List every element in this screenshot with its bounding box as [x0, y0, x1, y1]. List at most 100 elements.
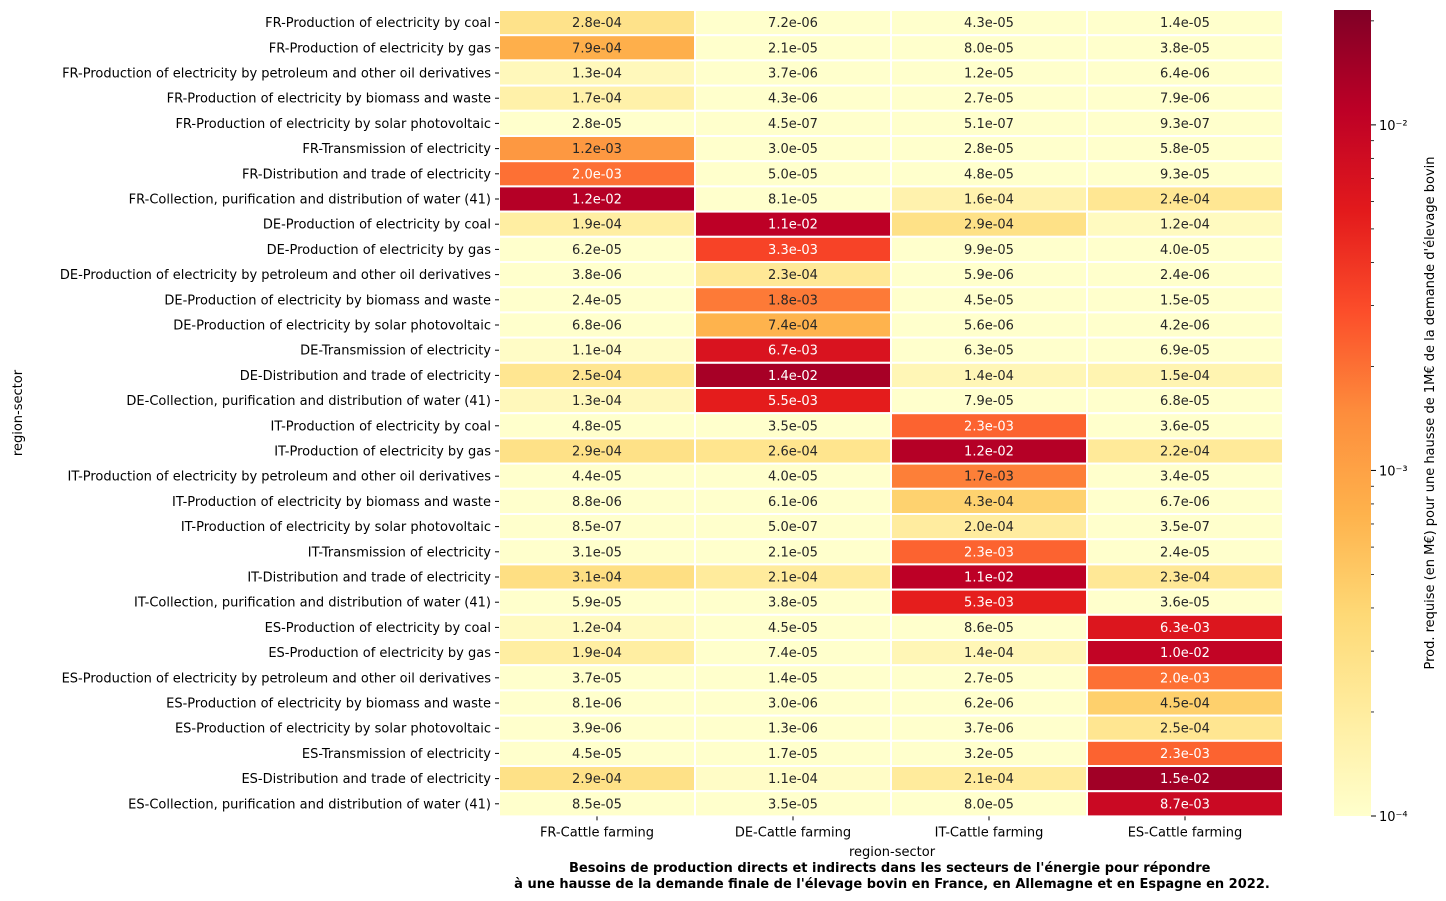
y-tick-label: IT-Production of electricity by coal	[271, 419, 491, 434]
heatmap-cell	[498, 462, 696, 490]
heatmap-cell	[1086, 714, 1284, 742]
heatmap-cell-label: 1.1e-04	[572, 344, 622, 359]
heatmap-cell	[1086, 513, 1284, 541]
heatmap-cell-label: 8.8e-06	[572, 495, 622, 510]
heatmap-cell-label: 2.4e-04	[1160, 193, 1210, 208]
y-tick-label: ES-Production of electricity by biomass …	[166, 697, 491, 712]
heatmap-cell	[890, 336, 1088, 364]
heatmap-cell-label: 1.7e-03	[964, 470, 1014, 485]
heatmap-cell-label: 4.5e-04	[1160, 697, 1210, 712]
y-tick-label: FR-Distribution and trade of electricity	[242, 167, 491, 182]
heatmap-cell-label: 5.3e-03	[964, 596, 1014, 611]
heatmap-cell-label: 2.6e-04	[768, 445, 818, 460]
heatmap-cell-label: 2.7e-05	[964, 671, 1014, 686]
heatmap-cell-label: 5.9e-06	[964, 268, 1014, 283]
heatmap-cell-label: 2.4e-06	[1160, 268, 1210, 283]
heatmap-cell-label: 3.1e-05	[572, 545, 622, 560]
heatmap-cell	[694, 513, 892, 541]
heatmap-cell	[694, 613, 892, 641]
heatmap-cell-label: 2.3e-04	[1160, 571, 1210, 586]
heatmap-cell-label: 9.9e-05	[964, 243, 1014, 258]
heatmap-cell-label: 3.9e-06	[572, 722, 622, 737]
heatmap-cell-label: 2.0e-03	[1160, 671, 1210, 686]
y-tick-label: DE-Transmission of electricity	[300, 344, 491, 359]
heatmap-cell-label: 2.8e-05	[964, 142, 1014, 157]
heatmap-cell-label: 1.9e-04	[572, 218, 622, 233]
heatmap-cell	[890, 160, 1088, 188]
heatmap-cell	[694, 84, 892, 112]
heatmap-cell-label: 3.8e-05	[1160, 41, 1210, 56]
heatmap-cell-label: 1.5e-02	[1160, 772, 1210, 787]
y-tick-label: IT-Production of electricity by gas	[274, 445, 491, 460]
heatmap-cell-label: 8.0e-05	[964, 41, 1014, 56]
heatmap-cell	[694, 412, 892, 440]
x-tick-label: FR-Cattle farming	[540, 825, 654, 840]
heatmap-cell-label: 6.4e-06	[1160, 67, 1210, 82]
heatmap-cell-labels: 2.8e-04 7.2e-06 4.3e-05 1.4e-05 7.9e-04 2.1e-…	[572, 16, 1210, 812]
heatmap-cell-label: 6.7e-06	[1160, 495, 1210, 510]
heatmap-cell	[1086, 487, 1284, 515]
heatmap-cell-label: 4.3e-05	[964, 16, 1014, 31]
heatmap-cell-label: 2.3e-04	[768, 268, 818, 283]
heatmap-cell-label: 1.3e-04	[572, 67, 622, 82]
heatmap-cell-label: 2.3e-03	[964, 545, 1014, 560]
heatmap-cell	[890, 487, 1088, 515]
y-tick-label: IT-Production of electricity by petroleu…	[67, 470, 491, 485]
heatmap-cell-label: 8.5e-07	[572, 520, 622, 535]
heatmap-cell	[1086, 387, 1284, 415]
heatmap-cell	[694, 34, 892, 62]
heatmap-cell	[1086, 462, 1284, 490]
heatmap-cell	[890, 714, 1088, 742]
heatmap-cell-label: 3.5e-05	[768, 419, 818, 434]
heatmap-cell-label: 4.2e-06	[1160, 319, 1210, 334]
heatmap-cell-label: 4.5e-07	[768, 117, 818, 132]
heatmap-cell-label: 2.1e-04	[768, 571, 818, 586]
heatmap-cell	[1086, 538, 1284, 566]
heatmap-cell	[890, 613, 1088, 641]
heatmap-cell-label: 2.0e-04	[964, 520, 1014, 535]
y-tick-label: FR-Production of electricity by coal	[265, 16, 491, 31]
heatmap-cell	[1086, 210, 1284, 238]
x-tick-label: ES-Cattle farming	[1128, 825, 1243, 840]
heatmap-cell	[890, 109, 1088, 138]
heatmap-cell-label: 5.5e-03	[768, 394, 818, 409]
heatmap-cell-label: 1.5e-05	[1160, 293, 1210, 308]
heatmap-cell-label: 2.9e-04	[572, 445, 622, 460]
heatmap-cell	[1086, 109, 1284, 138]
heatmap-cell	[694, 487, 892, 515]
heatmap-cell	[694, 765, 892, 793]
heatmap-cell	[498, 387, 696, 415]
heatmap-cell-label: 1.8e-03	[768, 293, 818, 308]
heatmap-cell	[694, 639, 892, 667]
heatmap-cell-label: 2.3e-03	[1160, 747, 1210, 762]
heatmap-cell-label: 3.4e-05	[1160, 470, 1210, 485]
heatmap-cell	[890, 361, 1088, 389]
heatmap-cell-label: 3.5e-05	[768, 797, 818, 812]
y-tick-label: FR-Production of electricity by solar ph…	[175, 117, 491, 132]
heatmap-cell-label: 4.3e-06	[768, 92, 818, 107]
x-tick-label: DE-Cattle farming	[735, 825, 851, 840]
heatmap-cell-label: 7.4e-05	[768, 646, 818, 661]
y-tick-label: IT-Distribution and trade of electricity	[247, 571, 491, 586]
heatmap-cell	[498, 563, 696, 591]
heatmap-cell-label: 6.2e-06	[964, 697, 1014, 712]
y-tick-label: DE-Production of electricity by gas	[267, 243, 492, 258]
heatmap-cell-label: 2.0e-03	[572, 167, 622, 182]
heatmap-cell	[890, 311, 1088, 339]
y-tick-label: IT-Production of electricity by solar ph…	[181, 520, 491, 535]
x-axis-label: region-sector	[849, 845, 936, 860]
heatmap-cell	[694, 135, 892, 163]
heatmap-cell	[1086, 336, 1284, 364]
heatmap-cell-label: 4.3e-04	[964, 495, 1014, 510]
chart-title: Besoins de production directs et indirec…	[514, 861, 1270, 892]
heatmap-cell-label: 1.4e-05	[1160, 16, 1210, 31]
heatmap-cell-label: 4.0e-05	[1160, 243, 1210, 258]
heatmap-cell	[694, 689, 892, 717]
heatmap-cell	[1086, 59, 1284, 87]
colorbar-tick-label: 10⁻⁴	[1379, 810, 1408, 825]
y-axis-label: region-sector	[11, 369, 26, 456]
heatmap-cell	[694, 336, 892, 364]
heatmap-cell-label: 6.7e-03	[768, 344, 818, 359]
heatmap-cell-label: 3.2e-05	[964, 747, 1014, 762]
y-tick-label: ES-Production of electricity by petroleu…	[62, 671, 492, 686]
